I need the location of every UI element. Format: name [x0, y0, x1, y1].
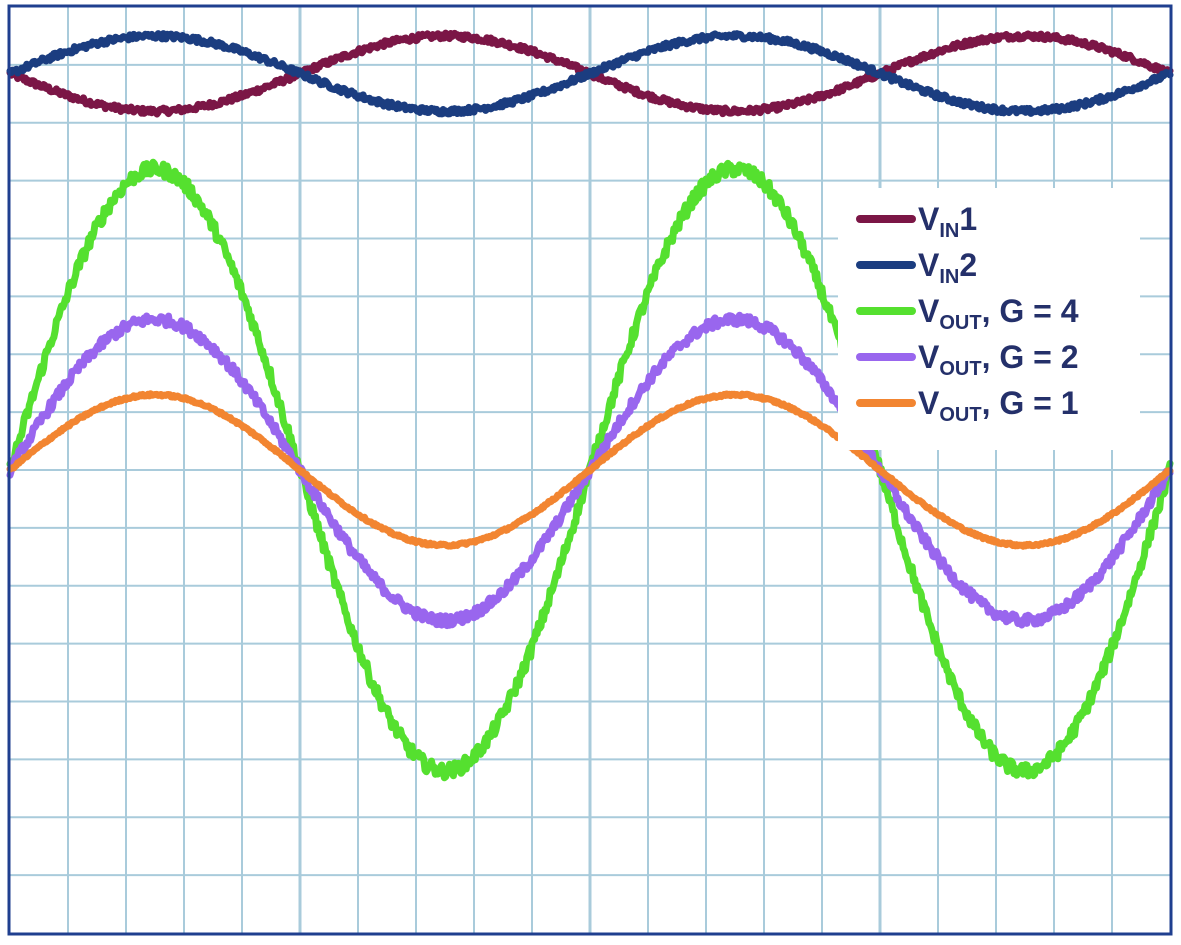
legend-label-suffix: 2 [959, 247, 977, 283]
plot-frame [7, 4, 1173, 936]
legend-label-vout_g2: VOUT, G = 2 [918, 339, 1079, 380]
legend-label-main: V [918, 201, 940, 237]
legend-label-suffix: 1 [959, 201, 977, 237]
traces [6, 29, 1174, 782]
legend-label-suffix: , G = 1 [982, 385, 1079, 421]
legend-label-suffix: , G = 4 [982, 293, 1079, 329]
trace-vin2 [6, 30, 1174, 118]
legend-label-vin1: VIN1 [918, 201, 977, 242]
legend-label-main: V [918, 293, 940, 329]
legend-label-suffix: , G = 2 [982, 339, 1079, 375]
legend-label-subscript: OUT [939, 312, 981, 334]
legend-label-vout_g4: VOUT, G = 4 [918, 293, 1079, 334]
legend-label-main: V [918, 339, 940, 375]
legend-label-subscript: IN [939, 220, 959, 242]
legend-label-subscript: OUT [939, 358, 981, 380]
legend-label-subscript: OUT [939, 404, 981, 426]
legend-label-main: V [918, 247, 940, 283]
legend-label-subscript: IN [939, 266, 959, 288]
legend-label-vin2: VIN2 [918, 247, 977, 288]
trace-vout_g1 [6, 390, 1174, 550]
legend-label-vout_g1: VOUT, G = 1 [918, 385, 1079, 426]
legend-label-main: V [918, 385, 940, 421]
